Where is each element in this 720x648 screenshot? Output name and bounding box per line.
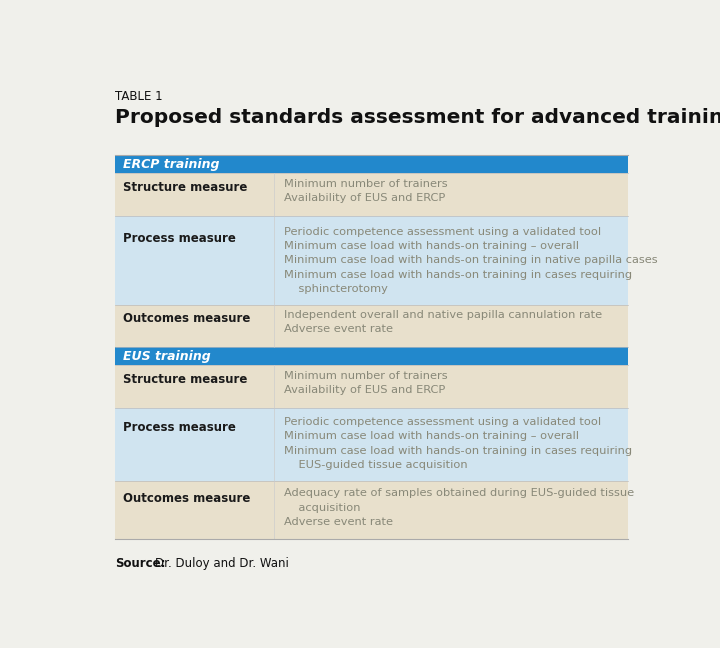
Bar: [115, 305, 629, 347]
Text: EUS training: EUS training: [124, 350, 211, 363]
Text: Minimum number of trainers
Availability of EUS and ERCP: Minimum number of trainers Availability …: [284, 178, 448, 203]
Text: Structure measure: Structure measure: [124, 181, 248, 194]
Bar: [115, 174, 629, 216]
Text: TABLE 1: TABLE 1: [115, 90, 163, 103]
Text: Proposed standards assessment for advanced training programs: Proposed standards assessment for advanc…: [115, 108, 720, 127]
Text: Outcomes measure: Outcomes measure: [124, 312, 251, 325]
Text: Process measure: Process measure: [124, 421, 236, 434]
Text: ERCP training: ERCP training: [124, 157, 220, 170]
Text: Adequacy rate of samples obtained during EUS-guided tissue
    acquisition
Adver: Adequacy rate of samples obtained during…: [284, 489, 634, 527]
Bar: [115, 365, 629, 408]
Bar: [115, 347, 629, 365]
Bar: [115, 155, 629, 174]
Bar: [115, 408, 629, 481]
Text: Periodic competence assessment using a validated tool
Minimum case load with han: Periodic competence assessment using a v…: [284, 227, 658, 294]
Text: Dr. Duloy and Dr. Wani: Dr. Duloy and Dr. Wani: [156, 557, 289, 570]
Text: Outcomes measure: Outcomes measure: [124, 492, 251, 505]
Text: Periodic competence assessment using a validated tool
Minimum case load with han: Periodic competence assessment using a v…: [284, 417, 632, 470]
Bar: [115, 481, 629, 539]
Bar: [115, 216, 629, 305]
Text: Process measure: Process measure: [124, 232, 236, 245]
Text: Minimum number of trainers
Availability of EUS and ERCP: Minimum number of trainers Availability …: [284, 371, 448, 395]
Text: Structure measure: Structure measure: [124, 373, 248, 386]
Text: Independent overall and native papilla cannulation rate
Adverse event rate: Independent overall and native papilla c…: [284, 310, 603, 334]
Text: Source:: Source:: [115, 557, 166, 570]
